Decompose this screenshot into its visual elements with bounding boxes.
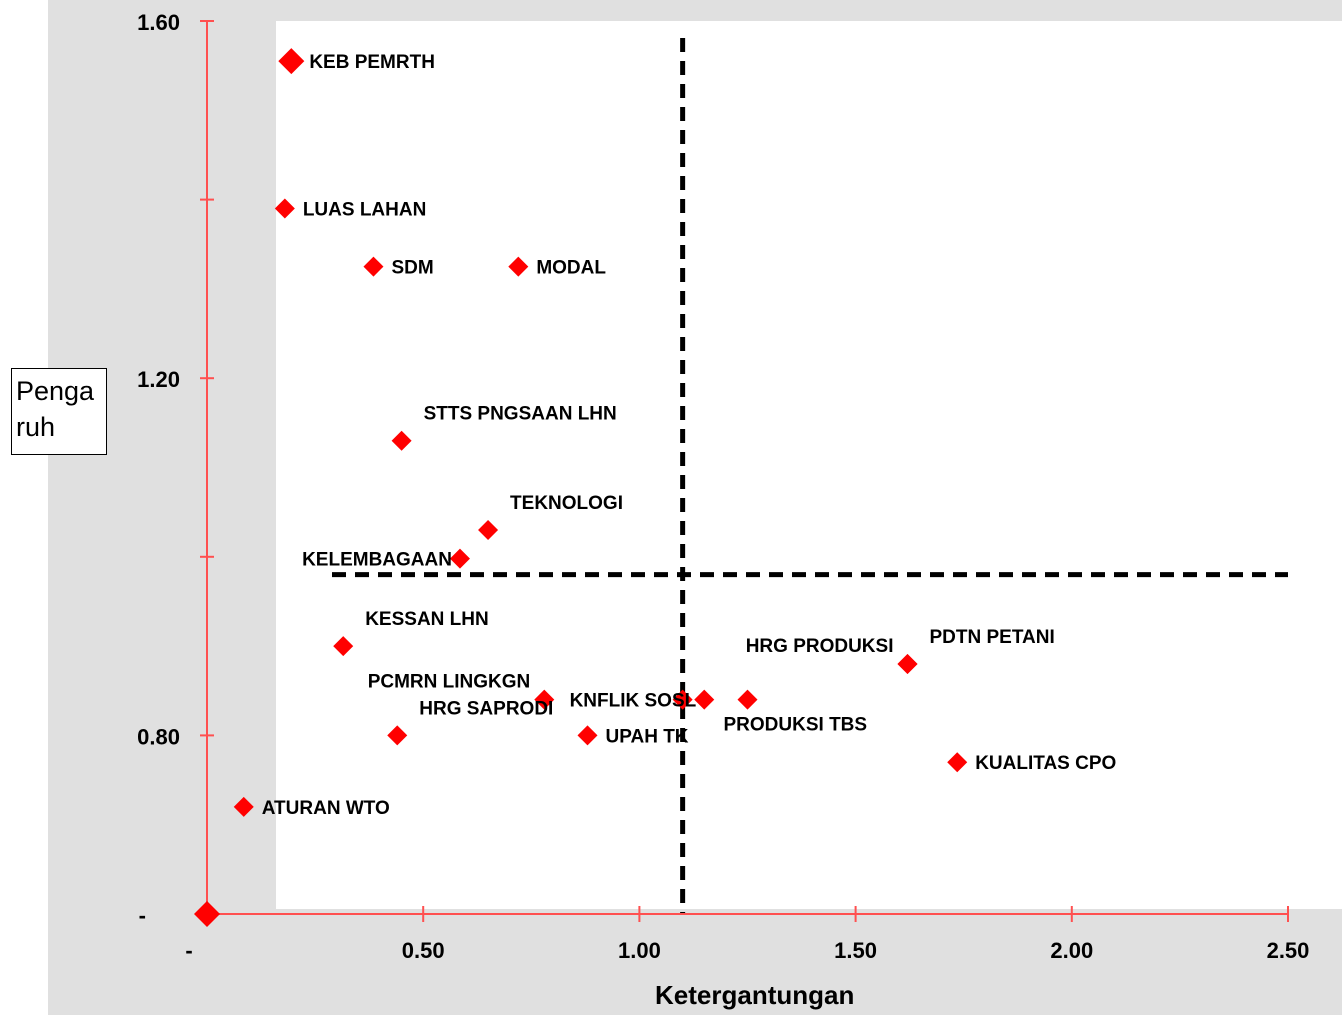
point-label: PRODUKSI TBS xyxy=(724,715,868,736)
point-label: TEKNOLOGI xyxy=(510,493,623,514)
point-label: HRG PRODUKSI xyxy=(746,636,894,657)
y-tick-label: - xyxy=(139,903,146,928)
data-point-marker xyxy=(478,520,499,541)
data-point-marker xyxy=(534,689,555,710)
data-point-marker xyxy=(897,653,918,674)
point-label: SDM xyxy=(391,258,433,279)
x-tick-label: - xyxy=(185,938,192,963)
x-tick-label: 1.00 xyxy=(618,938,661,963)
y-tick-label: 0.80 xyxy=(137,724,180,749)
data-points xyxy=(194,48,968,927)
data-point-marker xyxy=(363,256,384,277)
point-label: PCMRN LINGKGN xyxy=(368,672,531,693)
quadrant-lines xyxy=(332,38,1288,914)
axes xyxy=(200,20,1289,922)
point-label: KUALITAS CPO xyxy=(975,753,1116,774)
data-point-marker xyxy=(508,256,529,277)
x-tick-label: 0.50 xyxy=(402,938,445,963)
data-point-marker xyxy=(947,752,968,773)
x-tick-label: 2.00 xyxy=(1050,938,1093,963)
data-point-marker xyxy=(391,430,412,451)
data-point-marker xyxy=(274,198,295,219)
data-point-marker xyxy=(737,689,758,710)
data-point-marker xyxy=(194,901,220,927)
data-point-marker xyxy=(577,725,598,746)
data-point-marker xyxy=(387,725,408,746)
y-tick-label: 1.20 xyxy=(137,367,180,392)
data-point-marker xyxy=(672,689,693,710)
tick-labels: - 0.80 1.20 1.60 - 0.50 1.00 1.50 2.00 2.50 xyxy=(137,10,1309,963)
x-axis-title: Ketergantungan xyxy=(655,980,855,1010)
x-tick-label: 1.50 xyxy=(834,938,877,963)
data-point-marker xyxy=(278,48,305,75)
point-label: HRG SAPRODI xyxy=(419,698,553,719)
point-label: KELEMBAGAAN xyxy=(302,550,452,571)
y-axis-title-line-1: Penga xyxy=(16,376,95,406)
point-label: KNFLIK SOSL xyxy=(570,691,697,712)
plot-area xyxy=(276,21,1342,909)
x-tick-label: 2.50 xyxy=(1267,938,1310,963)
point-label: PDTN PETANI xyxy=(929,627,1054,648)
point-labels: KEB PEMRTH LUAS LAHAN SDM MODAL STTS PNGSAAN… xyxy=(262,52,1117,819)
point-label: KESSAN LHN xyxy=(365,609,489,630)
point-label: UPAH TK xyxy=(606,726,689,747)
point-label: MODAL xyxy=(536,258,606,279)
data-point-marker xyxy=(233,796,254,817)
point-label: ATURAN WTO xyxy=(262,798,390,819)
y-tick-label: 1.60 xyxy=(137,10,180,35)
point-label: LUAS LAHAN xyxy=(303,200,427,221)
y-axis-title-line-2: ruh xyxy=(16,412,56,442)
data-point-marker xyxy=(333,636,354,657)
point-label: KEB PEMRTH xyxy=(309,52,435,73)
y-axis-title-box: Penga ruh xyxy=(11,368,107,455)
point-label: STTS PNGSAAN LHN xyxy=(424,404,617,425)
data-point-marker xyxy=(449,548,470,569)
data-point-marker xyxy=(694,689,715,710)
